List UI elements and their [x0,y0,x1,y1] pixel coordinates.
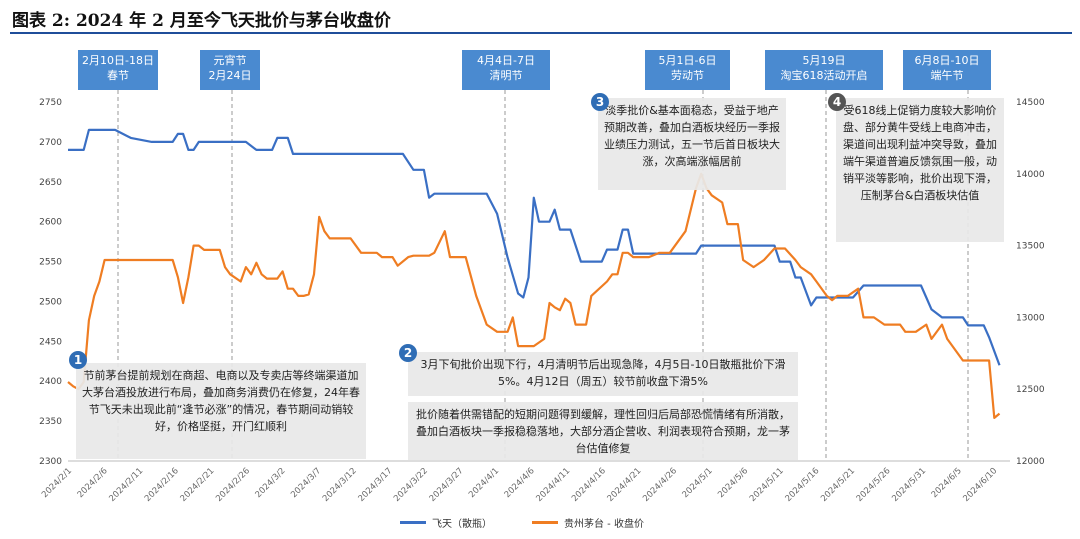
event-taobao-618: 5月19日 淘宝618活动开启 [765,50,883,90]
y-left-tick-label: 2300 [39,457,62,467]
note-text: 批价随着供需错配的短期问题得到缓解，理性回归后局部恐慌情绪有所消散，叠加白酒板块… [416,408,790,455]
x-tick-label: 2024/4/16 [570,466,608,504]
x-tick-label: 2024/6/5 [930,466,964,500]
note-number-1: 1 [69,351,87,369]
event-qingming: 4月4日-7日 清明节 [462,50,550,90]
note-number-2: 2 [399,344,417,362]
x-tick-label: 2024/3/27 [428,466,466,504]
x-tick-label: 2024/2/21 [179,466,217,504]
x-tick-label: 2024/2/11 [107,466,145,504]
note-text: 淡季批价&基本面稳态，受益于地产预期改善，叠加白酒板块经历一季报业绩压力测试，五… [604,104,780,168]
legend-swatch-feitian [400,521,426,524]
x-tick-label: 2024/5/11 [748,466,786,504]
x-tick-label: 2024/2/26 [214,466,252,504]
legend-item-moutai: 贵州茅台 - 收盘价 [532,515,644,530]
event-lantern-festival: 元宵节 2月24日 [200,50,260,90]
page-title: 图表 2: 2024 年 2 月至今飞天批价与茅台收盘价 [12,11,391,31]
x-tick-label: 2024/3/12 [321,466,359,504]
note-number-3: 3 [591,93,609,111]
event-label: 2月10日-18日 春节 [82,54,154,82]
series-line-feitian [68,128,1001,366]
event-label: 5月19日 淘宝618活动开启 [780,54,868,82]
y-left-tick-label: 2350 [39,417,62,427]
legend-item-feitian: 飞天（散瓶） [400,515,492,530]
y-left-tick-label: 2500 [39,297,62,307]
y-right-tick-label: 14000 [1016,170,1045,180]
x-tick-label: 2024/4/1 [467,466,501,500]
y-left-tick-label: 2750 [39,98,62,108]
note-3: 淡季批价&基本面稳态，受益于地产预期改善，叠加白酒板块经历一季报业绩压力测试，五… [598,98,786,190]
x-tick-label: 2024/5/31 [890,466,928,504]
x-tick-label: 2024/4/26 [641,466,679,504]
x-tick-label: 2024/5/16 [784,466,822,504]
event-label: 6月8日-10日 端午节 [914,54,980,82]
legend: 飞天（散瓶） 贵州茅台 - 收盘价 [400,515,644,530]
y-left-tick-label: 2400 [39,377,62,387]
note-2a: 3月下旬批价出现下行，4月清明节后出现急降，4月5日-10日散瓶批价下滑5%。4… [408,352,798,396]
y-left-tick-label: 2550 [39,258,62,268]
y-left-tick-label: 2600 [39,218,62,228]
event-spring-festival: 2月10日-18日 春节 [78,50,158,90]
x-tick-label: 2024/5/26 [855,466,893,504]
x-tick-label: 2024/4/11 [534,466,572,504]
note-text: 节前茅台提前规划在商超、电商以及专卖店等终端渠道加大茅台酒投放进行布局，叠加商务… [82,369,360,433]
series-line-moutai [67,172,1001,419]
note-1: 节前茅台提前规划在商超、电商以及专卖店等终端渠道加大茅台酒投放进行布局，叠加商务… [76,363,366,459]
note-4: 受618线上促销力度较大影响价盘、部分黄牛受线上电商冲击，渠道间出现利益冲突导致… [836,98,1004,242]
x-tick-label: 2024/6/10 [961,466,999,504]
x-tick-label: 2024/4/6 [503,466,537,500]
event-label: 4月4日-7日 清明节 [477,54,535,82]
legend-label-moutai: 贵州茅台 - 收盘价 [564,519,644,530]
note-text: 受618线上促销力度较大影响价盘、部分黄牛受线上电商冲击，渠道间出现利益冲突导致… [843,104,997,202]
x-tick-label: 2024/5/6 [716,466,750,500]
x-tick-label: 2024/5/21 [819,466,857,504]
x-tick-label: 2024/2/1 [40,466,74,500]
y-left-tick-label: 2450 [39,337,62,347]
event-label: 5月1日-6日 劳动节 [658,54,717,82]
y-left-tick-label: 2650 [39,178,62,188]
event-dragon-boat: 6月8日-10日 端午节 [903,50,991,90]
event-labor-day: 5月1日-6日 劳动节 [645,50,730,90]
x-tick-label: 2024/4/21 [606,466,644,504]
y-right-tick-label: 14500 [1016,98,1045,108]
y-right-tick-label: 12500 [1016,385,1045,395]
x-tick-label: 2024/3/2 [254,466,288,500]
y-right-tick-label: 13500 [1016,242,1045,252]
x-tick-label: 2024/5/1 [681,466,715,500]
x-tick-label: 2024/3/7 [289,466,323,500]
y-right-tick-label: 13000 [1016,313,1045,323]
note-2b: 批价随着供需错配的短期问题得到缓解，理性回归后局部恐慌情绪有所消散，叠加白酒板块… [408,402,798,460]
x-tick-label: 2024/3/17 [357,466,395,504]
legend-swatch-moutai [532,521,558,524]
y-left-tick-label: 2700 [39,138,62,148]
y-right-tick-label: 12000 [1016,457,1045,467]
note-number-4: 4 [828,93,846,111]
legend-label-feitian: 飞天（散瓶） [432,519,492,530]
x-tick-label: 2024/2/6 [76,466,110,500]
x-tick-label: 2024/2/16 [143,466,181,504]
note-text: 3月下旬批价出现下行，4月清明节后出现急降，4月5日-10日散瓶批价下滑5%。4… [420,358,786,388]
title-rule [10,32,1072,34]
x-tick-label: 2024/3/22 [392,466,430,504]
event-label: 元宵节 2月24日 [208,54,252,82]
